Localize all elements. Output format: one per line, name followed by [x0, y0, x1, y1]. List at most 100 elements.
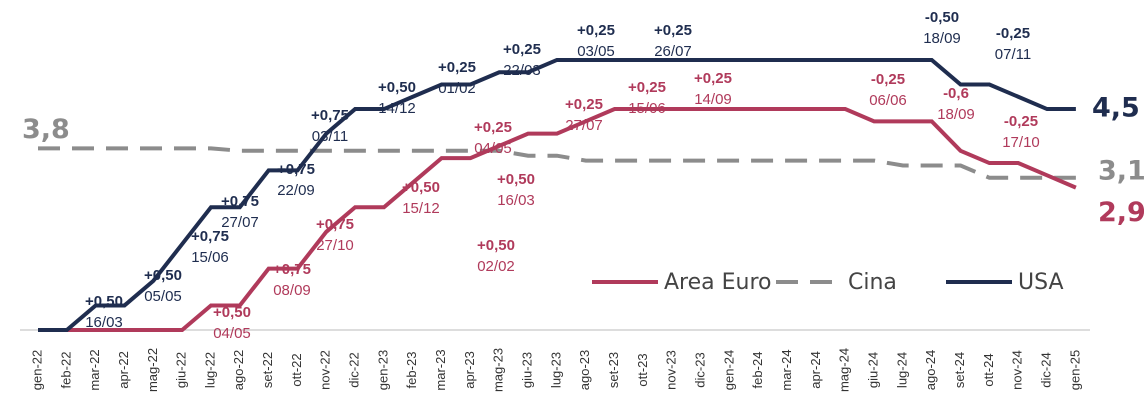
annotation-date: 15/12 — [402, 200, 440, 217]
annotation-change: +0,50 — [213, 304, 251, 321]
annotation-change: -0,50 — [925, 9, 959, 26]
x-tick-label: giu-23 — [520, 352, 535, 388]
series-line — [38, 107, 1077, 332]
x-tick-label: lug-24 — [894, 352, 909, 388]
annotation-date: 14/12 — [378, 100, 416, 117]
annotation-date: 27/10 — [316, 237, 354, 254]
annotation-date: 15/06 — [628, 100, 666, 117]
annotation-change: +0,25 — [694, 70, 732, 87]
annotation-date: 14/09 — [694, 91, 732, 108]
annotation-change: +0,50 — [402, 179, 440, 196]
x-tick-label: ott-22 — [289, 353, 304, 386]
annotation-change: -0,25 — [996, 25, 1030, 42]
annotation-change: +0,75 — [273, 261, 311, 278]
x-tick-label: set-22 — [260, 352, 275, 388]
annotation-date: 22/09 — [277, 182, 315, 199]
series-line — [38, 146, 1076, 180]
annotation-change: +0,75 — [191, 228, 229, 245]
legend-label: USA — [1018, 270, 1064, 295]
annotation-date: 22/03 — [503, 62, 541, 79]
x-tick-label: nov-24 — [1010, 350, 1025, 390]
annotation-date: 05/05 — [144, 288, 182, 305]
annotation-change: +0,25 — [565, 96, 603, 113]
x-tick-label: lug-23 — [548, 352, 563, 388]
x-tick-label: feb-24 — [750, 352, 765, 389]
annotation-change: +0,50 — [85, 293, 123, 310]
annotation-change: +0,25 — [628, 79, 666, 96]
annotation-date: 27/07 — [565, 117, 603, 134]
annotation-date: 04/05 — [213, 325, 251, 342]
x-tick-label: dic-22 — [347, 352, 362, 387]
x-tick-label: ott-23 — [635, 353, 650, 386]
x-tick-label: ott-24 — [981, 353, 996, 386]
x-tick-label: mar-24 — [779, 349, 794, 390]
annotation-change: +0,50 — [497, 171, 535, 188]
x-tick-label: giu-22 — [174, 352, 189, 388]
x-tick-label: gen-24 — [721, 350, 736, 390]
end-label: 2,9 — [1098, 197, 1144, 228]
annotation-date: 01/02 — [438, 80, 476, 97]
annotation-date: 26/07 — [654, 43, 692, 60]
annotation-change: -0,25 — [871, 71, 905, 88]
annotation-date: 15/06 — [191, 249, 229, 266]
annotation-change: +0,25 — [474, 119, 512, 136]
annotation-date: 27/07 — [221, 214, 259, 231]
x-tick-label: ago-23 — [577, 350, 592, 390]
annotation-change: +0,25 — [577, 22, 615, 39]
start-label: 3,8 — [22, 114, 70, 145]
end-label: 4,5 — [1092, 93, 1140, 124]
annotation-date: 16/03 — [85, 314, 123, 331]
annotation-date: 02/02 — [477, 258, 515, 275]
x-tick-label: apr-22 — [116, 351, 131, 389]
x-tick-label: dic-23 — [693, 352, 708, 387]
x-tick-label: nov-23 — [664, 350, 679, 390]
series-line — [38, 57, 1076, 332]
annotation-date: 17/10 — [1002, 134, 1040, 151]
x-tick-label: giu-24 — [866, 352, 881, 388]
x-tick-label: set-24 — [952, 352, 967, 388]
annotation-date: 08/09 — [273, 282, 311, 299]
annotation-date: 03/05 — [577, 43, 615, 60]
legend-label: Cina — [848, 270, 897, 295]
x-tick-label: mag-23 — [491, 348, 506, 392]
annotation-change: +0,25 — [654, 22, 692, 39]
x-tick-label: mar-22 — [87, 349, 102, 390]
annotation-change: +0,50 — [477, 237, 515, 254]
annotation-change: +0,75 — [277, 161, 315, 178]
annotation-change: +0,25 — [438, 59, 476, 76]
x-tick-label: mar-23 — [433, 349, 448, 390]
annotation-date: 07/11 — [995, 46, 1031, 63]
legend-label: Area Euro — [664, 270, 772, 295]
x-tick-label: mag-24 — [837, 348, 852, 392]
annotation-change: +0,25 — [503, 41, 541, 58]
annotation-date: 16/03 — [497, 192, 535, 209]
annotation-change: +0,75 — [316, 216, 354, 233]
x-tick-label: ago-24 — [923, 350, 938, 390]
end-label: 3,1 — [1098, 155, 1144, 186]
annotation-date: 04/05 — [474, 140, 512, 157]
annotation-date: 06/06 — [869, 92, 907, 109]
annotation-change: +0,50 — [378, 79, 416, 96]
x-tick-label: mag-22 — [145, 348, 160, 392]
annotation-date: 18/09 — [923, 30, 961, 47]
annotation-change: +0,75 — [221, 193, 259, 210]
x-tick-label: nov-22 — [318, 350, 333, 390]
x-tick-label: ago-22 — [231, 350, 246, 390]
annotation-change: +0,75 — [311, 107, 349, 124]
annotation-date: 03/11 — [312, 128, 348, 145]
x-tick-label: feb-23 — [404, 352, 419, 389]
x-tick-label: lug-22 — [202, 352, 217, 388]
annotation-change: -0,6 — [943, 85, 969, 102]
x-tick-label: gen-25 — [1067, 350, 1082, 390]
x-tick-label: set-23 — [606, 352, 621, 388]
x-tick-label: feb-22 — [58, 352, 73, 389]
annotation-date: 18/09 — [937, 106, 975, 123]
annotation-change: -0,25 — [1004, 113, 1038, 130]
x-tick-label: apr-23 — [462, 351, 477, 389]
x-tick-label: gen-22 — [29, 350, 44, 390]
x-tick-label: dic-24 — [1038, 352, 1053, 387]
x-tick-label: gen-23 — [375, 350, 390, 390]
x-tick-label: apr-24 — [808, 351, 823, 389]
annotation-change: +0,50 — [144, 267, 182, 284]
